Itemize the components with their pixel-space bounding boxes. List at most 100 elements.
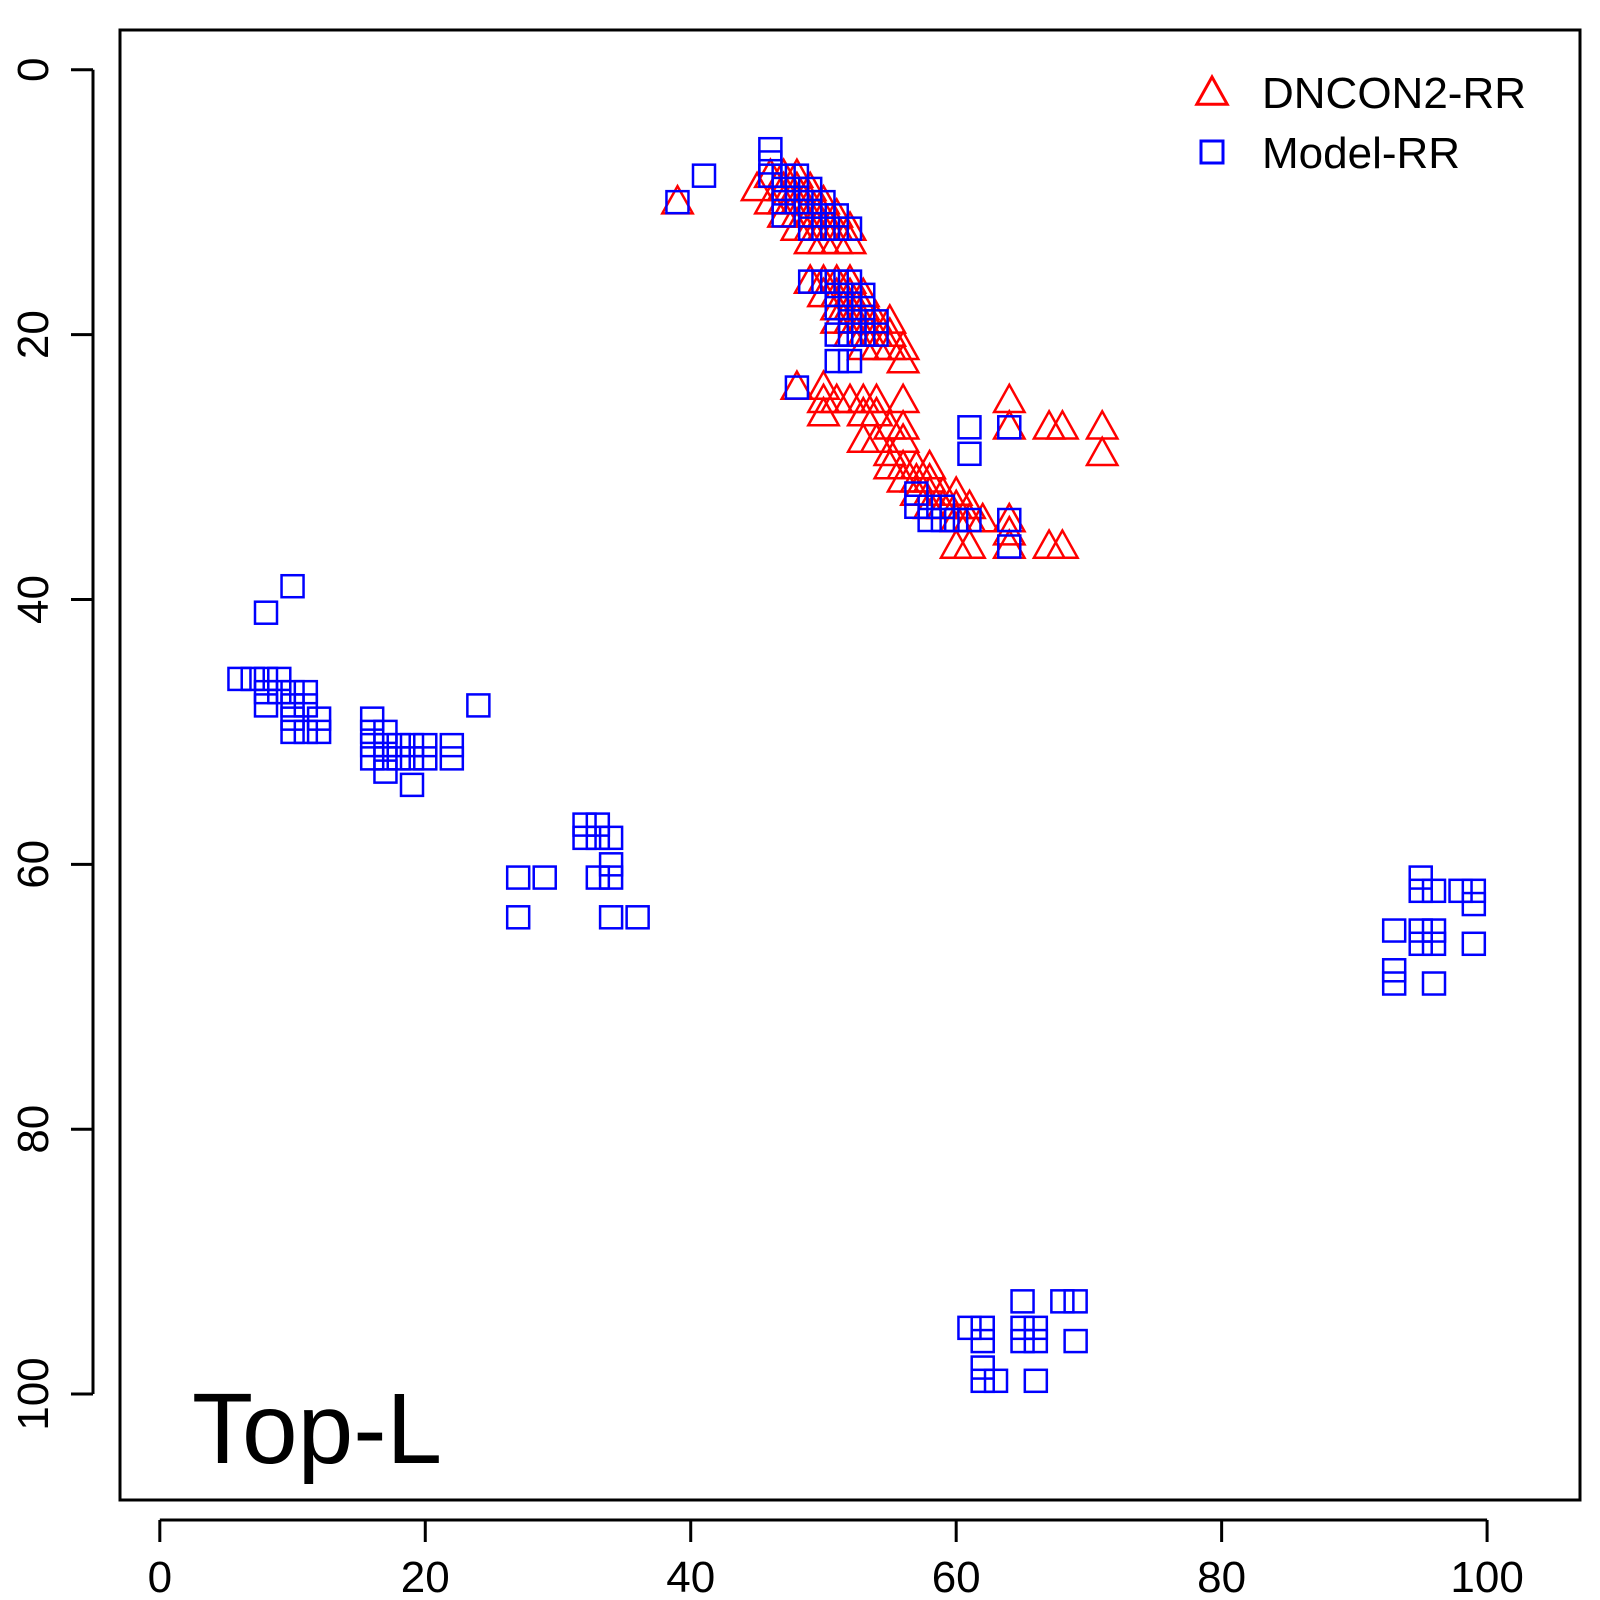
point-model-rr [758, 136, 783, 162]
point-model-rr [1010, 1289, 1035, 1314]
point-model-rr [797, 176, 823, 202]
x-tick-label: 0 [148, 1553, 172, 1600]
point-model-rr [1421, 878, 1447, 904]
point-model-rr [997, 507, 1022, 533]
point-model-rr [585, 825, 611, 851]
point-dncon2-rr [952, 488, 987, 520]
point-model-rr [771, 163, 796, 188]
point-model-rr [851, 282, 876, 308]
point-model-rr [837, 282, 863, 308]
point-model-rr [837, 295, 863, 321]
point-model-rr [1381, 971, 1407, 996]
point-model-rr [373, 732, 398, 758]
point-model-rr [930, 494, 956, 520]
point-model-rr [970, 1328, 995, 1354]
point-model-rr [1408, 878, 1433, 904]
point-model-rr [864, 309, 889, 334]
point-dncon2-rr [1084, 408, 1120, 440]
point-model-rr [997, 415, 1022, 440]
point-model-rr [625, 905, 650, 930]
point-model-rr [399, 772, 425, 798]
point-model-rr [1023, 1328, 1049, 1354]
point-model-rr [1010, 1315, 1035, 1341]
point-model-rr [227, 666, 252, 692]
point-model-rr [359, 746, 385, 771]
point-model-rr [758, 163, 783, 188]
point-model-rr [957, 441, 982, 467]
point-model-rr [824, 282, 849, 308]
point-model-rr [306, 706, 332, 731]
y-tick-label: 80 [9, 1105, 58, 1154]
point-model-rr [413, 732, 438, 758]
point-model-rr [837, 348, 863, 374]
point-model-rr [1461, 891, 1487, 917]
point-model-rr [373, 719, 398, 745]
x-tick-label: 80 [1197, 1553, 1246, 1600]
data-points [227, 136, 1487, 1394]
point-model-rr [1461, 931, 1487, 957]
panel-label: Top-L [192, 1373, 442, 1485]
point-model-rr [1063, 1289, 1088, 1314]
point-model-rr [359, 719, 385, 745]
point-model-rr [957, 1315, 982, 1341]
point-model-rr [253, 666, 279, 692]
point-model-rr [572, 812, 597, 837]
x-tick-label: 40 [666, 1553, 715, 1600]
x-axis: 0 20 40 60 80 100 [148, 1518, 1524, 1600]
point-model-rr [280, 679, 305, 705]
point-model-rr [970, 1315, 995, 1341]
point-model-rr [824, 348, 849, 374]
point-model-rr [784, 176, 810, 202]
point-model-rr [399, 746, 425, 771]
point-model-rr [904, 481, 929, 506]
point-model-rr [864, 322, 889, 347]
point-model-rr [771, 189, 796, 215]
point-model-rr [1023, 1315, 1049, 1341]
point-model-rr [598, 865, 624, 890]
point-model-rr [280, 706, 305, 731]
point-model-rr [1448, 878, 1473, 904]
point-model-rr [359, 706, 385, 731]
point-model-rr [598, 852, 624, 877]
point-model-rr [691, 163, 717, 188]
point-model-rr [957, 507, 982, 533]
point-dncon2-rr [1045, 408, 1080, 440]
point-model-rr [373, 759, 398, 784]
point-model-rr [930, 507, 956, 533]
point-model-rr [413, 746, 438, 771]
point-dncon2-rr [952, 527, 987, 559]
point-model-rr [824, 203, 849, 228]
legend-label-model-rr: Model-RR [1262, 129, 1460, 178]
point-model-rr [306, 719, 332, 745]
y-tick-label: 100 [9, 1357, 58, 1430]
point-model-rr [917, 507, 942, 533]
point-model-rr [784, 189, 810, 215]
point-model-rr [824, 216, 849, 241]
point-model-rr [851, 295, 876, 321]
legend: DNCON2-RR Model-RR [1194, 69, 1526, 178]
y-tick-label: 40 [9, 575, 58, 624]
point-model-rr [917, 494, 942, 520]
point-model-rr [399, 732, 425, 758]
point-model-rr [784, 163, 810, 188]
point-model-rr [598, 825, 624, 851]
point-model-rr [280, 573, 305, 599]
point-model-rr [771, 203, 796, 228]
point-model-rr [997, 534, 1022, 559]
point-dncon2-rr [885, 342, 921, 374]
legend-marker-model-rr [1199, 139, 1225, 165]
plot-frame [118, 28, 1582, 1502]
point-model-rr [811, 189, 836, 215]
point-model-rr [797, 216, 823, 241]
point-model-rr [386, 746, 411, 771]
point-model-rr [267, 666, 292, 692]
point-model-rr [1408, 918, 1433, 943]
point-model-rr [466, 693, 491, 718]
point-model-rr [1063, 1328, 1088, 1354]
point-model-rr [1050, 1289, 1075, 1314]
point-dncon2-rr [1084, 435, 1120, 467]
point-model-rr [837, 216, 863, 241]
point-model-rr [1421, 918, 1447, 943]
point-model-rr [824, 295, 849, 321]
point-model-rr [280, 719, 305, 745]
